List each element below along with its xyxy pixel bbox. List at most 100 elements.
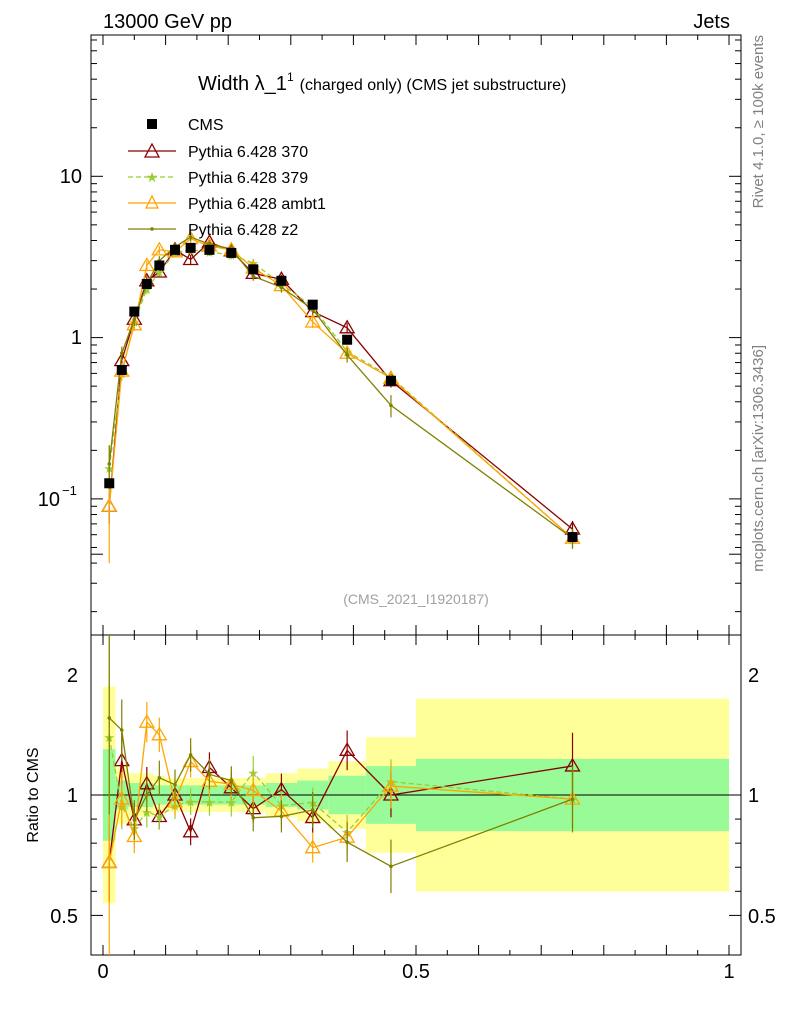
legend-label-z2: Pythia 6.428 z2 xyxy=(188,222,298,239)
mcplots-label: mcplots.cern.ch [arXiv:1306.3436] xyxy=(750,345,767,572)
axis-ticks xyxy=(91,35,741,955)
series-line xyxy=(108,241,573,530)
data-point xyxy=(182,251,199,266)
cms-point xyxy=(248,264,259,275)
ratio-point xyxy=(138,713,155,728)
cms-point xyxy=(104,478,115,489)
ratio-tick-label-1-right: 1 xyxy=(748,785,759,807)
y-tick-label-10: 10 xyxy=(60,166,82,188)
cms-point xyxy=(276,275,287,286)
ratio-point xyxy=(310,808,315,812)
ratio-tick-label-2-right: 2 xyxy=(748,665,759,687)
ratio-y-label: Ratio to CMS xyxy=(25,747,42,842)
series-line xyxy=(108,238,573,539)
ratio-point xyxy=(207,772,212,777)
cms-point xyxy=(129,306,140,317)
ratio-point xyxy=(126,828,143,843)
legend-label-ambt1: Pythia 6.428 ambt1 xyxy=(188,196,326,213)
ratio-tick-label-2: 2 xyxy=(67,665,78,687)
ratio-point: ★ xyxy=(204,795,216,810)
ratio-point xyxy=(107,716,112,720)
data-point: ★ xyxy=(154,265,166,280)
ratio-tick-label-0.5-right: 0.5 xyxy=(748,906,776,928)
legend-label-370: Pythia 6.428 370 xyxy=(188,144,308,161)
ratio-point xyxy=(188,753,193,757)
cms-point xyxy=(385,375,396,386)
ratio-point: ★ xyxy=(185,795,197,810)
series-line xyxy=(108,236,573,539)
data-point xyxy=(188,235,193,239)
y-tick-label-0.1-exponent: −1 xyxy=(62,483,77,498)
y-tick-label-1: 1 xyxy=(71,327,82,349)
data-point xyxy=(345,353,349,357)
legend: CMS Pythia 6.428 370 ★ Pythia 6.428 379 … xyxy=(128,117,326,239)
data-point xyxy=(279,285,284,290)
data-point: ★ xyxy=(141,282,153,297)
ratio-point xyxy=(132,818,137,822)
ratio-point xyxy=(173,782,177,787)
series-ratio-line xyxy=(108,737,573,834)
cms-point xyxy=(154,260,165,271)
data-point xyxy=(339,319,356,334)
ratio-point xyxy=(182,823,199,838)
cms-point xyxy=(204,244,215,255)
data-point xyxy=(107,462,112,466)
ratio-tick-label-1: 1 xyxy=(67,785,78,807)
legend-marker-z2 xyxy=(150,227,154,231)
ratio-point: ★ xyxy=(141,805,153,820)
legend-label-379: Pythia 6.428 379 xyxy=(188,170,308,187)
ratio-point xyxy=(229,778,234,783)
ratio-point xyxy=(389,864,393,869)
legend-marker-370 xyxy=(143,142,161,158)
ratio-point xyxy=(304,839,321,854)
legend-marker-cms xyxy=(147,119,157,129)
ratio-point xyxy=(101,854,118,869)
analysis-watermark: (CMS_2021_I1920187) xyxy=(343,591,489,607)
cms-point xyxy=(116,364,127,375)
data-point xyxy=(132,317,137,322)
cms-point xyxy=(169,244,180,255)
ratio-point xyxy=(157,776,162,780)
chart-title: Width λ_11 (charged only) (CMS jet substr… xyxy=(198,70,566,95)
ratio-point xyxy=(279,814,284,819)
cms-point xyxy=(226,247,237,258)
x-tick-label-0.5: 0.5 xyxy=(402,961,430,983)
data-point xyxy=(251,274,256,279)
data-point xyxy=(304,313,321,328)
data-point xyxy=(101,497,118,512)
y-tick-label-0.1-base: 10 xyxy=(38,489,60,511)
cms-data xyxy=(104,242,578,543)
ratio-point xyxy=(151,726,168,741)
chart-title-rest: (charged only) (CMS jet substructure) xyxy=(300,77,567,94)
ratio-point xyxy=(570,797,575,801)
data-point xyxy=(151,241,168,256)
x-tick-label-0: 0 xyxy=(97,961,108,983)
data-point xyxy=(389,403,393,408)
ratio-point xyxy=(166,793,184,808)
cms-point xyxy=(342,334,353,345)
legend-label-cms: CMS xyxy=(188,117,224,134)
ratio-tick-label-0.5: 0.5 xyxy=(50,906,78,928)
ratio-point xyxy=(345,840,349,844)
ratio-point xyxy=(113,790,130,805)
ratio-point xyxy=(251,815,256,820)
legend-marker-ambt1 xyxy=(144,194,160,209)
y-tick-label-0.1: 10 xyxy=(38,489,60,511)
data-point xyxy=(126,316,143,331)
chart-title-main: Width λ_1 xyxy=(198,73,287,95)
cms-point xyxy=(307,299,318,310)
header-process: 13000 GeV pp xyxy=(103,11,232,33)
data-point xyxy=(151,263,168,278)
rivet-label: Rivet 4.1.0, ≥ 100k events xyxy=(750,35,767,208)
ratio-point xyxy=(339,742,356,756)
cms-point xyxy=(567,532,578,543)
header-category: Jets xyxy=(693,11,730,33)
x-tick-label-1: 1 xyxy=(723,961,734,983)
cms-point xyxy=(185,242,196,253)
ratio-point xyxy=(382,777,400,792)
series-line xyxy=(108,249,573,539)
legend-marker-379: ★ xyxy=(146,169,159,185)
ratio-point xyxy=(245,782,262,797)
ratio-point xyxy=(119,728,124,732)
